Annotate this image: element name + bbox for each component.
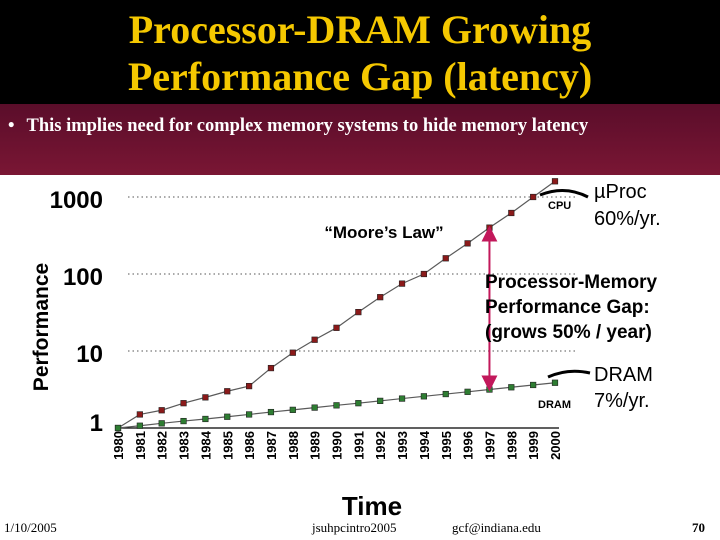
- gap-label-line-1: Processor-Memory: [485, 272, 658, 293]
- cpu-point-1981: [136, 411, 143, 418]
- dram-rate-line-2: 7%/yr.: [594, 390, 650, 412]
- dram-point-1985: [224, 413, 231, 420]
- dram-point-1999: [530, 381, 537, 389]
- bullet-point: • This implies need for complex memory sy…: [8, 116, 718, 137]
- title-line-1: Processor-DRAM Growing: [128, 7, 592, 52]
- page-number: 70: [692, 520, 705, 535]
- x-tick-label-1981: 1981: [133, 431, 148, 460]
- y-tick-label-1: 1: [90, 410, 103, 437]
- cpu-point-1998: [508, 209, 515, 217]
- dram-point-1988: [289, 406, 296, 413]
- tick-labels: 1 10 100 1000 1980 1981 1982 1983 1984 1985 1986 19…: [50, 187, 563, 460]
- x-tick-label-1988: 1988: [286, 431, 301, 460]
- dram-point-1993: [398, 395, 406, 402]
- x-tick-label-1987: 1987: [264, 431, 279, 460]
- dram-point-1982: [158, 420, 165, 427]
- x-tick-label-1992: 1992: [373, 431, 388, 460]
- dram-point-1980: [114, 424, 122, 432]
- x-tick-label-1980: 1980: [111, 431, 126, 460]
- dram-point-1992: [377, 397, 384, 404]
- x-tick-label-1982: 1982: [155, 431, 170, 460]
- dram-point-1995: [442, 390, 449, 398]
- dram-point-1991: [355, 400, 362, 407]
- cpu-point-1982: [158, 407, 165, 414]
- y-tick-label-10: 10: [76, 341, 103, 368]
- gap-label-line-3: (grows 50% / year): [485, 322, 652, 343]
- cpu-point-1989: [311, 336, 318, 343]
- cpu-point-1983: [180, 400, 187, 407]
- dram-rate-line-1: DRAM: [594, 364, 653, 386]
- y-tick-label-100: 100: [63, 264, 103, 291]
- x-tick-label-1996: 1996: [461, 431, 476, 460]
- cpu-point-1988: [289, 349, 296, 356]
- dram-point-1984: [202, 415, 209, 423]
- cpu-point-1997: [486, 224, 493, 231]
- cpu-point-1999: [530, 193, 537, 201]
- y-tick-label-1000: 1000: [50, 187, 103, 214]
- y-axis-label: Performance: [30, 263, 53, 391]
- footer-bar: [0, 518, 720, 540]
- x-tick-label-2000: 2000: [548, 431, 563, 460]
- cpu-point-1991: [355, 309, 362, 316]
- x-tick-label-1991: 1991: [351, 431, 366, 460]
- x-tick-label-1999: 1999: [526, 431, 541, 460]
- footer-course: jsuhpcintro2005: [312, 520, 397, 535]
- footer-date: 1/10/2005: [4, 520, 57, 535]
- dram-point-1994: [420, 393, 428, 400]
- x-tick-label-1998: 1998: [504, 431, 519, 460]
- x-tick-label-1985: 1985: [220, 431, 235, 460]
- x-axis-label: Time: [342, 491, 402, 520]
- x-tick-label-1990: 1990: [330, 431, 345, 460]
- x-tick-label-1994: 1994: [417, 430, 432, 460]
- cpu-point-1996: [464, 240, 471, 247]
- footer-email: gcf@indiana.edu: [452, 520, 541, 535]
- cpu-series-label: CPU: [548, 200, 571, 212]
- cpu-rate-line-1: µProc: [594, 181, 647, 203]
- x-tick-label-1997: 1997: [482, 431, 497, 460]
- cpu-point-1995: [442, 255, 449, 262]
- cpu-point-1994: [420, 270, 428, 278]
- dram-point-1989: [311, 404, 318, 411]
- dram-point-1998: [508, 384, 515, 391]
- dram-series-label: DRAM: [538, 399, 571, 411]
- cpu-point-2000: [551, 178, 559, 185]
- x-tick-label-1993: 1993: [395, 431, 410, 460]
- x-tick-label-1995: 1995: [439, 431, 454, 460]
- gap-label-line-2: Performance Gap:: [485, 297, 650, 318]
- dram-point-1981: [136, 422, 143, 429]
- dram-point-1997: [486, 386, 493, 393]
- cpu-point-1992: [377, 294, 384, 301]
- cpu-point-1984: [202, 394, 209, 401]
- x-tick-label-1984: 1984: [198, 430, 213, 460]
- title-line-2: Performance Gap (latency): [127, 54, 593, 99]
- bullet-text: This implies need for complex memory sys…: [26, 116, 589, 136]
- slide-title: Processor-DRAM Growing Performance Gap (…: [0, 6, 720, 100]
- dram-point-1983: [180, 417, 187, 425]
- cpu-point-1987: [267, 364, 275, 372]
- dram-point-1996: [464, 388, 471, 395]
- cpu-point-1993: [398, 280, 406, 287]
- dram-point-2000: [551, 379, 559, 386]
- bullet-dot-icon: •: [8, 116, 15, 136]
- cpu-point-1985: [224, 388, 231, 395]
- cpu-rate-line-2: 60%/yr.: [594, 208, 661, 230]
- cpu-point-1986: [246, 383, 253, 390]
- moores-law-label: “Moore’s Law”: [324, 223, 443, 242]
- cpu-callout-line: [539, 189, 589, 199]
- x-tick-label-1986: 1986: [242, 431, 257, 460]
- dram-point-1990: [333, 402, 340, 409]
- performance-chart: 1 10 100 1000 1980 1981 1982 1983 1984 1985 1986 19…: [30, 178, 661, 520]
- dram-point-1987: [267, 408, 275, 416]
- x-tick-label-1989: 1989: [308, 431, 323, 460]
- dram-callout-line: [547, 369, 591, 379]
- cpu-point-1990: [333, 324, 340, 331]
- dram-point-1986: [246, 411, 253, 418]
- x-tick-label-1983: 1983: [177, 431, 192, 460]
